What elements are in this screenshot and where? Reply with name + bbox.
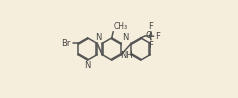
Text: N: N <box>95 33 101 42</box>
Text: F: F <box>149 22 154 31</box>
Text: N: N <box>122 33 129 42</box>
Text: NH: NH <box>120 51 133 60</box>
Text: O: O <box>146 31 152 40</box>
Text: F: F <box>149 41 154 50</box>
Text: N: N <box>84 61 91 70</box>
Text: Br: Br <box>61 39 70 48</box>
Text: CH₃: CH₃ <box>114 22 128 31</box>
Text: F: F <box>155 32 159 41</box>
